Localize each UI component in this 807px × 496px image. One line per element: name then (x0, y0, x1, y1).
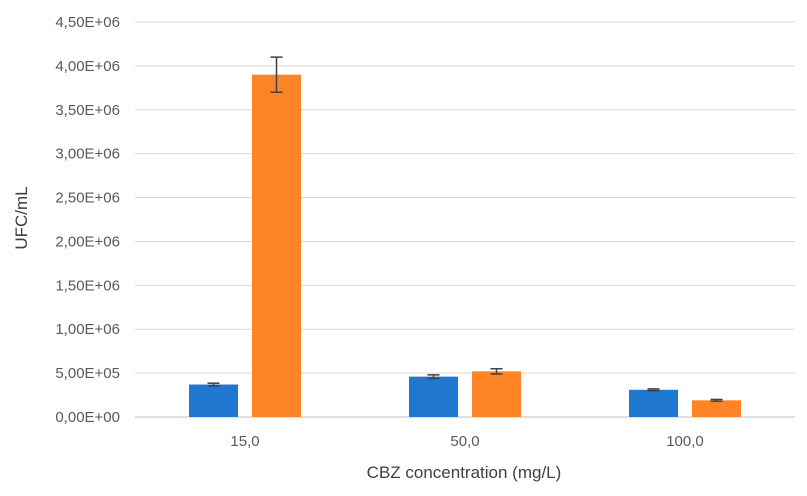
y-tick-label: 3,00E+06 (55, 146, 120, 163)
bar (189, 384, 238, 417)
bar (252, 74, 301, 418)
y-tick-label: 0,00E+00 (55, 409, 120, 426)
y-tick-label: 4,50E+06 (55, 14, 120, 31)
y-tick-label: 1,00E+06 (55, 321, 120, 338)
bar (409, 376, 458, 417)
x-tick-label: 50,0 (450, 433, 479, 450)
x-tick-label: 15,0 (230, 433, 259, 450)
bar (692, 400, 741, 417)
y-tick-label: 2,00E+06 (55, 233, 120, 250)
y-tick-label: 1,50E+06 (55, 277, 120, 294)
y-tick-label: 3,50E+06 (55, 102, 120, 119)
x-axis-ticks: 15,0 50,0 100,0 (230, 433, 703, 450)
y-tick-label: 5,00E+05 (55, 365, 120, 382)
x-tick-label: 100,0 (666, 433, 704, 450)
x-axis-title: CBZ concentration (mg/L) (367, 463, 562, 482)
y-axis-title: UFC/mL (12, 186, 31, 249)
bar (472, 371, 521, 417)
gridlines (135, 21, 795, 418)
bar (629, 389, 678, 417)
y-tick-label: 4,00E+06 (55, 58, 120, 75)
bars (189, 56, 741, 418)
y-axis-ticks: 0,00E+00 5,00E+05 1,00E+06 1,50E+06 2,00E+06… (55, 14, 120, 426)
y-tick-label: 2,50E+06 (55, 190, 120, 207)
